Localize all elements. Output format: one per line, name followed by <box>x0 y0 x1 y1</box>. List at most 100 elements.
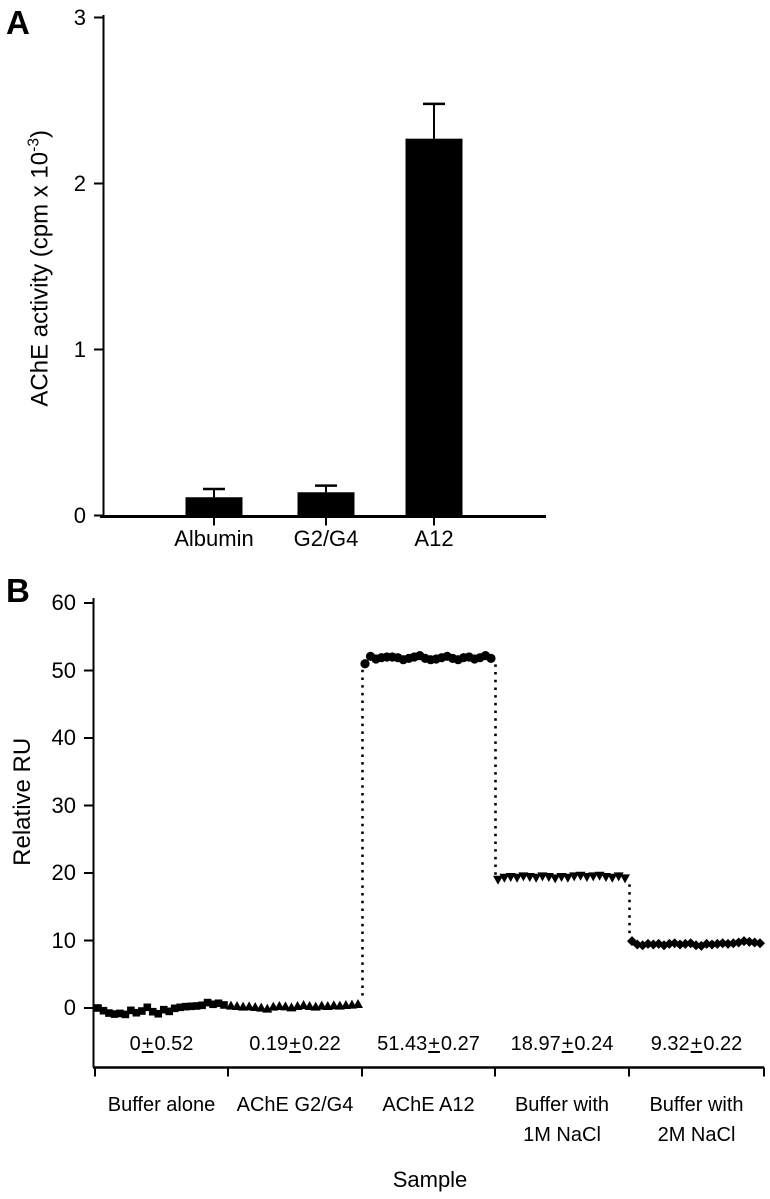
panel-b-y-axis-label: Relative RU <box>9 737 37 866</box>
data-point-square <box>159 1005 168 1014</box>
panel-b-category-label: AChE G2/G4 <box>225 1090 365 1120</box>
plus-minus-sign: + <box>141 1033 154 1055</box>
segment-mean-annotation: 18.97+0.24 <box>492 1033 632 1056</box>
data-point-square <box>154 1009 163 1018</box>
data-point-triangle-up <box>280 1001 291 1011</box>
data-point-triangle-down <box>607 873 618 883</box>
panel-a-y-tick-label: 2 <box>73 170 86 196</box>
panel-b-x-axis-label: Sample <box>392 1167 468 1192</box>
panel-a-category-label: G2/G4 <box>293 526 359 551</box>
data-point-square <box>198 1001 206 1010</box>
data-point-square <box>209 1000 217 1009</box>
panel-a-category-label: A12 <box>414 526 454 551</box>
data-point-circle <box>360 659 370 669</box>
panel-b-category-line: AChE G2/G4 <box>236 1094 354 1116</box>
panel-b-y-tick-label: 40 <box>51 725 76 750</box>
data-point-square <box>110 1010 119 1018</box>
panel-a-letter: A <box>6 4 30 41</box>
panel-b-category-label: AChE A12 <box>359 1090 499 1120</box>
data-point-triangle-up <box>256 1002 267 1012</box>
bar-a12 <box>405 138 463 517</box>
panel-b-y-tick-label: 50 <box>51 657 76 683</box>
data-point-square <box>138 1007 146 1015</box>
sd-value: 0.27 <box>440 1033 480 1055</box>
data-point-square <box>203 998 212 1007</box>
data-point-triangle-up <box>244 1001 255 1011</box>
plus-minus-sign: + <box>690 1033 703 1055</box>
panel-a-category-label: Albumin <box>174 526 254 551</box>
data-point-square <box>105 1009 113 1017</box>
data-point-square <box>121 1010 130 1019</box>
plus-minus-sign: + <box>428 1033 440 1055</box>
panel-b-category-line: AChE A12 <box>382 1094 475 1116</box>
panel-a-y-tick-label: 0 <box>73 502 86 528</box>
data-point-square <box>148 1007 157 1016</box>
panel-b-y-tick-label: 10 <box>51 927 76 953</box>
data-point-triangle-up <box>304 1000 315 1010</box>
mean-value: 9.32 <box>650 1033 690 1055</box>
data-point-square <box>116 1009 124 1018</box>
panel-a-y-tick-label: 1 <box>73 336 86 362</box>
data-point-diamond <box>755 938 765 949</box>
data-point-triangle-down <box>499 873 510 883</box>
panel-a-y-tick-label: 3 <box>73 4 86 30</box>
data-point-square <box>176 1003 184 1012</box>
panel-b-category-label: Buffer with 1M NaCl <box>492 1090 632 1150</box>
data-point-square <box>181 1002 190 1011</box>
sd-value: 0.22 <box>703 1033 743 1055</box>
panel-b-y-tick-label: 20 <box>51 860 76 885</box>
segment-mean-annotation: 0.19+0.22 <box>225 1033 365 1056</box>
data-point-triangle-down <box>493 875 503 885</box>
data-point-triangle-down <box>588 872 599 882</box>
data-point-triangle-down <box>550 874 561 884</box>
data-point-triangle-up <box>298 999 309 1009</box>
data-point-square <box>127 1006 135 1015</box>
mean-value: 18.97 <box>510 1033 561 1055</box>
data-point-square <box>220 1001 228 1009</box>
panel-a-y-axis-label: AChE activity (cpm x 10-3) <box>26 82 55 454</box>
sd-value: 0.22 <box>301 1033 341 1055</box>
data-point-square <box>165 1007 174 1016</box>
panel-b-category-label: Buffer alone <box>92 1090 232 1120</box>
sd-value: 0.24 <box>574 1033 614 1055</box>
data-point-triangle-down <box>569 872 580 882</box>
bar-g2-g4 <box>297 492 355 517</box>
panel-b-category-label: Buffer with 2M NaCl <box>627 1090 767 1150</box>
segment-mean-annotation: 9.32+0.22 <box>627 1033 767 1056</box>
data-point-circle <box>486 653 496 663</box>
data-point-square <box>192 1002 201 1010</box>
data-point-triangle-down <box>531 873 542 883</box>
sd-value: 0.52 <box>154 1033 194 1055</box>
panel-b-y-tick-label: 60 <box>51 590 76 615</box>
data-point-triangle-down <box>620 874 630 884</box>
panel-b-category-line: 1M NaCl <box>523 1124 601 1146</box>
bar-albumin <box>185 497 243 517</box>
plus-minus-sign: + <box>289 1033 301 1055</box>
data-point-triangle-down <box>562 873 573 883</box>
data-point-square <box>99 1006 108 1015</box>
mean-value: 0 <box>129 1033 141 1055</box>
data-point-square <box>143 1003 152 1012</box>
panel-a-y-axis-label-suffix: ) <box>26 129 54 138</box>
plus-minus-sign: + <box>561 1033 574 1055</box>
data-point-square <box>187 1002 195 1011</box>
panel-b-y-tick-label: 0 <box>63 995 76 1020</box>
panel-b-y-tick-label: 30 <box>51 792 76 818</box>
data-point-triangle-down <box>512 873 523 883</box>
data-point-square <box>170 1004 179 1013</box>
data-point-triangle-down <box>581 873 592 883</box>
data-point-triangle-up <box>250 1001 261 1011</box>
panel-b-category-line: Buffer alone <box>107 1094 216 1116</box>
panel-a-y-axis-label-superscript: -3 <box>25 137 43 152</box>
mean-value: 0.19 <box>249 1033 289 1055</box>
data-point-triangle-up <box>353 998 363 1008</box>
data-point-square <box>214 999 223 1008</box>
data-point-square <box>94 1004 102 1012</box>
segment-mean-annotation: 51.43+0.27 <box>359 1033 499 1056</box>
panel-b-letter: B <box>6 572 30 609</box>
data-point-triangle-up <box>232 1000 243 1010</box>
panel-b-category-line: 2M NaCl <box>657 1124 736 1146</box>
segment-mean-annotation: 0+0.52 <box>92 1033 232 1056</box>
